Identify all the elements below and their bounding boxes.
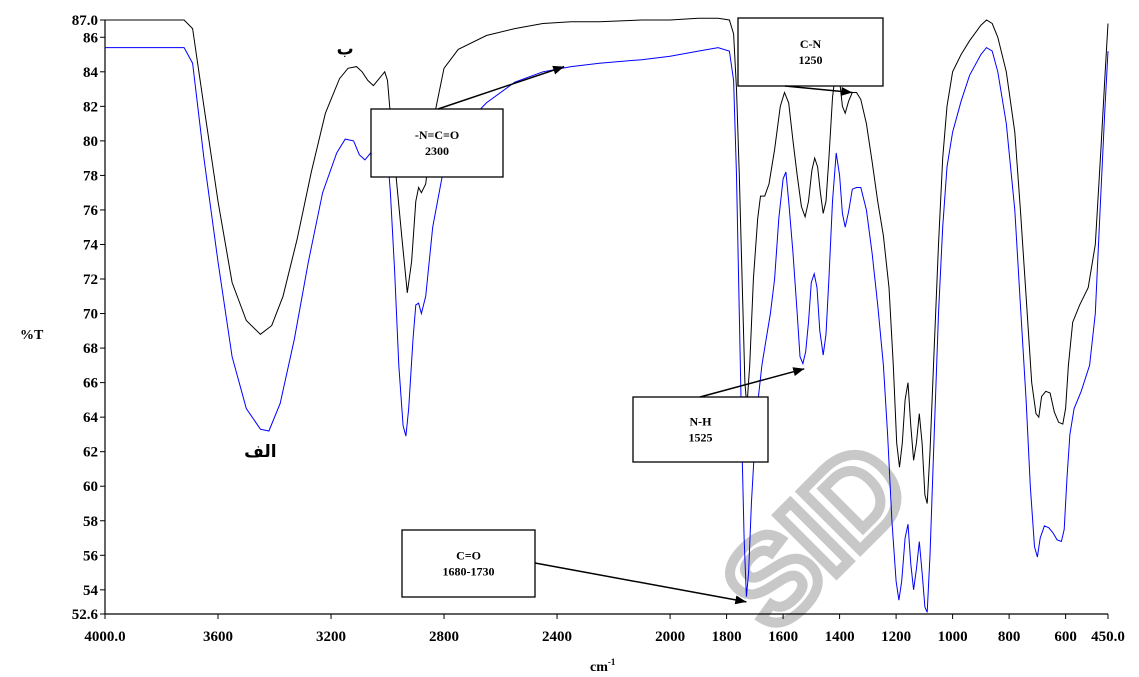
series-line-2 bbox=[105, 46, 1109, 613]
annotation-group: -N=C=O 2300 C-N 1250 N-H 1525 C=O 1680-1730 bbox=[370, 17, 884, 605]
annotation-arrow-shaft bbox=[699, 368, 805, 398]
y-tick-label: 74 bbox=[83, 237, 99, 253]
x-tick-label: 450.0 bbox=[1091, 629, 1125, 645]
annotation-frame bbox=[401, 529, 536, 598]
y-tick-label: 80 bbox=[83, 134, 98, 150]
annotation-box: C-N 1250 bbox=[737, 17, 884, 96]
x-tick-label: 800 bbox=[998, 629, 1021, 645]
x-tick-label: 1800 bbox=[712, 629, 742, 645]
annotation-frame bbox=[632, 396, 769, 463]
axes bbox=[104, 20, 1108, 615]
x-tick-label: 1600 bbox=[768, 629, 798, 645]
y-tick-label: 72 bbox=[83, 272, 98, 288]
x-tick-label: 3600 bbox=[203, 629, 233, 645]
annotation-wavenumber: 1680-1730 bbox=[443, 565, 495, 579]
series-line-1 bbox=[105, 17, 1109, 504]
annotation-box: C=O 1680-1730 bbox=[401, 529, 747, 605]
y-tick-label: 78 bbox=[83, 168, 98, 184]
y-tick-label: 82 bbox=[83, 99, 98, 115]
y-tick-label: 60 bbox=[83, 479, 98, 495]
x-tick-label: 1400 bbox=[825, 629, 855, 645]
y-tick-label: 52.6 bbox=[72, 607, 99, 623]
annotation-box: N-H 1525 bbox=[632, 367, 805, 463]
y-tick-label: 87.0 bbox=[72, 13, 98, 29]
x-axis-unit: cm bbox=[590, 660, 608, 675]
annotation-arrow-shaft bbox=[534, 562, 747, 603]
annotation-wavenumber: 1250 bbox=[799, 53, 823, 67]
y-tick-label: 68 bbox=[83, 341, 98, 357]
x-tick-label: 2400 bbox=[542, 629, 572, 645]
annotation-box: -N=C=O 2300 bbox=[370, 65, 565, 178]
y-tick-label: 64 bbox=[83, 410, 99, 426]
y-tick-label: 66 bbox=[83, 376, 99, 392]
x-tick-label: 2800 bbox=[429, 629, 459, 645]
y-tick-label: 56 bbox=[83, 548, 99, 564]
x-tick-label: 600 bbox=[1054, 629, 1077, 645]
x-ticks: 4000.0 3600 3200 2800 2400 2000 1800 1600 1400 12… bbox=[84, 614, 1125, 645]
x-tick-label: 2000 bbox=[655, 629, 685, 645]
y-tick-label: 76 bbox=[83, 203, 99, 219]
y-tick-label: 84 bbox=[83, 65, 99, 81]
y-tick-label: 58 bbox=[83, 514, 98, 530]
series-label-2: الف bbox=[244, 442, 276, 462]
y-tick-label: 54 bbox=[83, 583, 99, 599]
annotation-arrow-head bbox=[840, 87, 853, 96]
x-tick-label: 1200 bbox=[881, 629, 911, 645]
annotation-group-label: C=O bbox=[456, 549, 481, 563]
series-label-1: ب bbox=[337, 40, 354, 60]
y-axis-title: %T bbox=[20, 328, 44, 343]
x-tick-label: 4000.0 bbox=[84, 629, 125, 645]
x-axis-unit-exponent: -1 bbox=[608, 657, 616, 667]
x-axis-title: cm-1 bbox=[590, 657, 616, 675]
annotation-group-label: N-H bbox=[690, 415, 713, 429]
annotation-arrow-head bbox=[734, 595, 747, 605]
x-tick-label: 3200 bbox=[316, 629, 346, 645]
annotation-arrow-head bbox=[792, 367, 805, 376]
y-tick-label: 86 bbox=[83, 30, 99, 46]
annotation-wavenumber: 2300 bbox=[425, 144, 449, 158]
annotation-wavenumber: 1525 bbox=[689, 431, 713, 445]
series-group: ب الف bbox=[105, 17, 1109, 613]
annotation-arrow-shaft bbox=[784, 85, 853, 94]
y-ticks: 87.086 84 82 80 78 76 74 72 70 68 66 64 62 60 58 56 54 52… bbox=[72, 13, 105, 623]
y-tick-label: 62 bbox=[83, 445, 98, 461]
annotation-arrow-head bbox=[552, 65, 565, 75]
y-tick-label: 70 bbox=[83, 307, 98, 323]
annotation-group-label: -N=C=O bbox=[415, 128, 459, 142]
x-tick-label: 1000 bbox=[938, 629, 968, 645]
annotation-frame bbox=[737, 17, 884, 87]
annotation-arrow-shaft bbox=[437, 65, 565, 110]
annotation-group-label: C-N bbox=[800, 37, 822, 51]
annotation-frame bbox=[370, 108, 504, 178]
